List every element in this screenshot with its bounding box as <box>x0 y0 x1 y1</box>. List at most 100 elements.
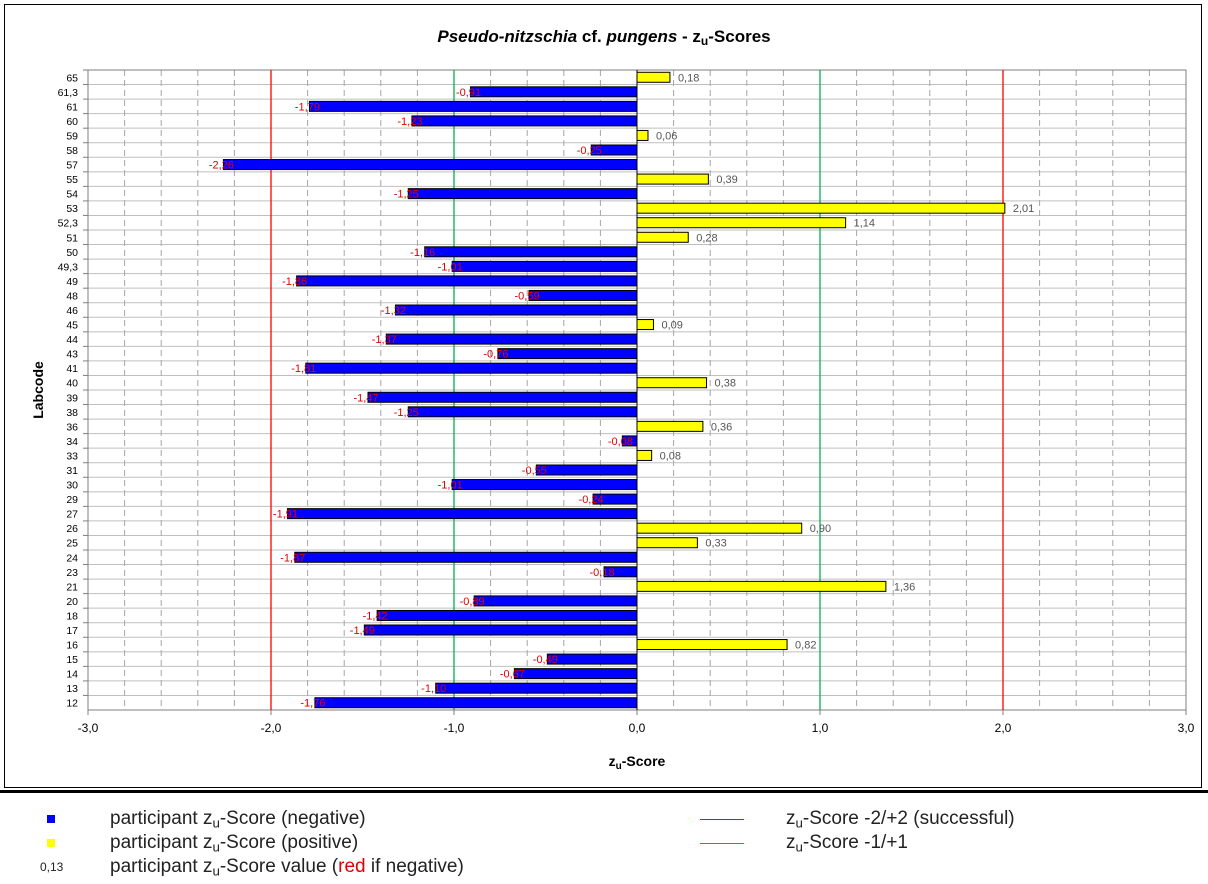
bar-value-label: -0,91 <box>456 87 481 99</box>
category-tick-label: 45 <box>66 320 78 332</box>
category-tick-label: 44 <box>66 334 78 346</box>
bar-value-label: -1,86 <box>282 276 307 288</box>
x-tick-label: 1,0 <box>812 721 829 735</box>
bar <box>407 406 638 418</box>
y-axis-label: Labcode <box>30 361 46 419</box>
bar-value-label: 0,36 <box>711 421 732 433</box>
legend: participant zu-Score (negative) particip… <box>0 790 1208 884</box>
category-tick-label: 17 <box>66 625 78 637</box>
bar <box>513 668 638 680</box>
legend-item-green-line: zu-Score -1/+1 <box>700 832 908 854</box>
bar-value-label: 0,39 <box>716 174 737 186</box>
bar <box>636 522 803 534</box>
bar-value-label: -1,25 <box>394 407 419 419</box>
bar <box>376 609 638 621</box>
legend-negative-label: participant z <box>110 807 213 829</box>
category-tick-label: 40 <box>66 378 78 390</box>
bar-value-label: 0,38 <box>715 378 736 390</box>
bar-value-label: -1,01 <box>438 261 463 273</box>
category-tick-label: 36 <box>66 421 78 433</box>
category-tick-label: 65 <box>66 72 78 84</box>
bar <box>636 217 847 229</box>
x-tick-label: 2,0 <box>995 721 1012 735</box>
bar <box>535 464 638 476</box>
bar-value-label: -0,76 <box>483 349 508 361</box>
bar-value-label: -1,37 <box>372 334 397 346</box>
bar-value-label: -1,91 <box>273 509 298 521</box>
bar <box>636 580 887 592</box>
bar-value-label: 0,33 <box>705 538 726 550</box>
bar-value-label: -1,76 <box>300 698 325 710</box>
category-tick-label: 30 <box>66 480 78 492</box>
bar <box>435 682 638 694</box>
category-tick-label: 41 <box>66 363 78 375</box>
bar-value-label: -0,08 <box>608 436 633 448</box>
bar <box>636 377 708 389</box>
category-tick-label: 43 <box>66 349 78 361</box>
chart-title: Pseudo-nitzschia cf. pungens - zu-Scores <box>437 27 770 48</box>
bar <box>636 537 698 549</box>
category-tick-label: 59 <box>66 130 78 142</box>
bar <box>308 100 638 112</box>
bar-value-label: -1,42 <box>363 610 388 622</box>
bar <box>636 231 689 243</box>
bar <box>636 420 704 432</box>
category-tick-label: 54 <box>66 189 78 201</box>
bar-value-label: -1,16 <box>410 247 435 259</box>
bar <box>603 566 638 578</box>
bar <box>546 653 638 665</box>
bar-value-label: 0,09 <box>661 320 682 332</box>
red-line-swatch <box>700 818 744 820</box>
chart: 0,18 65 -0,91 61,3 -1,79 61 -1,23 60 0,06 59 -0,25… <box>30 27 1195 772</box>
bar <box>296 275 638 287</box>
category-tick-label: 27 <box>66 509 78 521</box>
bar-value-label: -0,25 <box>577 145 602 157</box>
category-tick-label: 55 <box>66 174 78 186</box>
bar-value-label: -0,24 <box>579 494 604 506</box>
category-tick-label: 57 <box>66 160 78 172</box>
category-tick-label: 25 <box>66 538 78 550</box>
bar-value-label: -1,10 <box>421 683 446 695</box>
bar <box>590 144 638 156</box>
bar-value-label: -0,55 <box>522 465 547 477</box>
green-line-swatch <box>700 842 744 844</box>
category-tick-label: 50 <box>66 247 78 259</box>
bar <box>621 435 638 447</box>
bar-value-label: -1,47 <box>353 392 378 404</box>
category-tick-label: 16 <box>66 640 78 652</box>
bar-value-label: -1,81 <box>291 363 316 375</box>
legend-item-red-line: zu-Score -2/+2 (successful) <box>700 808 1015 830</box>
bar <box>473 595 638 607</box>
bar-value-label: 1,36 <box>894 581 915 593</box>
bar-value-label: -1,49 <box>350 625 375 637</box>
category-tick-label: 20 <box>66 596 78 608</box>
legend-item-value: 0,13 participant zu-Score value (red if … <box>40 855 464 879</box>
bar-value-label: 0,28 <box>696 232 717 244</box>
bar-value-label: -0,49 <box>533 654 558 666</box>
bar <box>636 129 649 141</box>
bar-value-label: -1,87 <box>280 552 305 564</box>
category-tick-label: 34 <box>66 436 78 448</box>
bar <box>294 551 638 563</box>
bar-value-label: 2,01 <box>1013 203 1034 215</box>
bar-value-label: -1,01 <box>438 480 463 492</box>
bar <box>424 246 638 258</box>
bar <box>286 508 638 520</box>
category-tick-label: 26 <box>66 523 78 535</box>
x-tick-label: -2,0 <box>261 721 282 735</box>
bar-value-label: -0,67 <box>500 669 525 681</box>
bar-value-label: -1,32 <box>381 305 406 317</box>
category-tick-label: 12 <box>66 698 78 710</box>
bar <box>367 391 638 403</box>
bar-value-label: 1,14 <box>854 218 875 230</box>
category-tick-label: 53 <box>66 203 78 215</box>
category-tick-label: 51 <box>66 232 78 244</box>
bar <box>636 173 709 185</box>
category-tick-label: 13 <box>66 683 78 695</box>
category-tick-label: 39 <box>66 392 78 404</box>
x-tick-label: -1,0 <box>444 721 465 735</box>
bar-value-label: -1,23 <box>397 116 422 128</box>
bar <box>636 449 653 461</box>
category-tick-label: 33 <box>66 450 78 462</box>
bar-value-label: -1,79 <box>295 101 320 113</box>
